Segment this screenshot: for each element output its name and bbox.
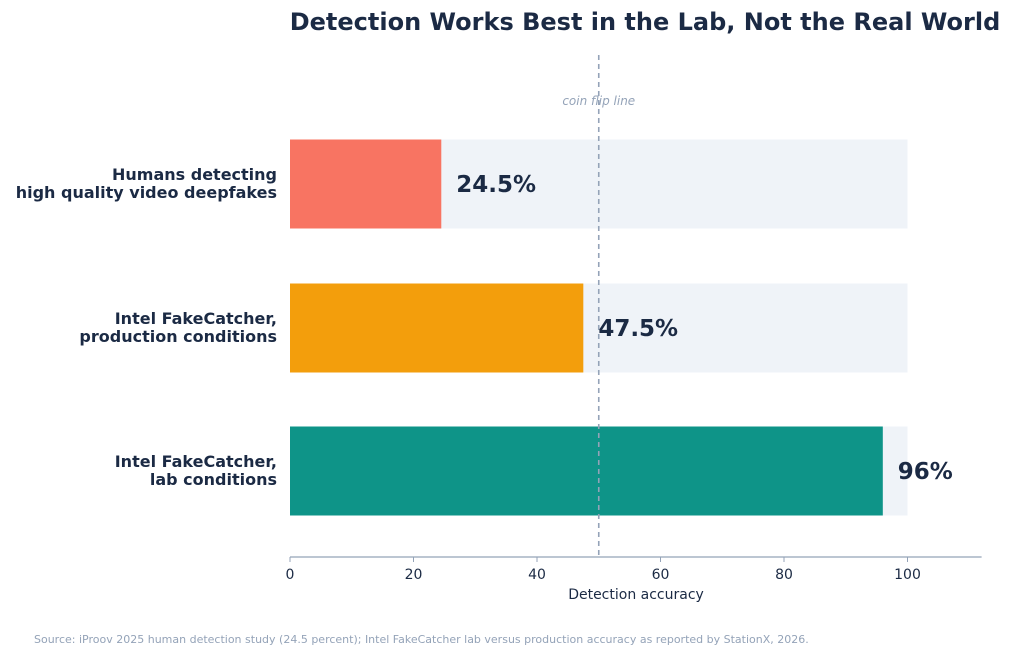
x-tick-label: 60 xyxy=(652,567,670,583)
bar xyxy=(290,283,584,373)
category-label: Intel FakeCatcher, lab conditions xyxy=(115,452,277,489)
value-label: 96% xyxy=(898,459,953,485)
x-axis: 0 20 40 60 80 100 xyxy=(286,556,982,583)
value-label: 47.5% xyxy=(598,316,678,342)
category-label: Intel FakeCatcher, production conditions xyxy=(79,309,277,346)
value-label: 24.5% xyxy=(456,172,536,198)
chart-title: Detection Works Best in the Lab, Not the… xyxy=(290,8,1001,36)
x-tick-label: 0 xyxy=(286,567,295,583)
bar xyxy=(290,139,442,229)
bar xyxy=(290,426,883,516)
x-tick-label: 40 xyxy=(528,567,546,583)
category-label-line: high quality video deepfakes xyxy=(16,183,277,202)
x-axis-title: Detection accuracy xyxy=(568,587,704,603)
source-note: Source: iProov 2025 human detection stud… xyxy=(34,633,809,646)
category-label-line: Intel FakeCatcher, xyxy=(115,309,277,328)
coin-flip-label: coin flip line xyxy=(562,94,635,108)
category-label: Humans detecting high quality video deepf… xyxy=(16,165,277,202)
category-label-line: production conditions xyxy=(79,327,277,346)
category-label-line: lab conditions xyxy=(150,470,277,489)
reference-line-group: coin flip line xyxy=(562,55,635,557)
bars xyxy=(290,139,883,516)
x-tick-label: 20 xyxy=(405,567,423,583)
value-labels: 24.5% 47.5% 96% xyxy=(456,172,953,485)
x-tick-label: 80 xyxy=(775,567,793,583)
category-labels: Humans detecting high quality video deepf… xyxy=(16,165,277,489)
category-label-line: Intel FakeCatcher, xyxy=(115,452,277,471)
category-label-line: Humans detecting xyxy=(112,165,277,184)
x-tick-label: 100 xyxy=(894,567,921,583)
